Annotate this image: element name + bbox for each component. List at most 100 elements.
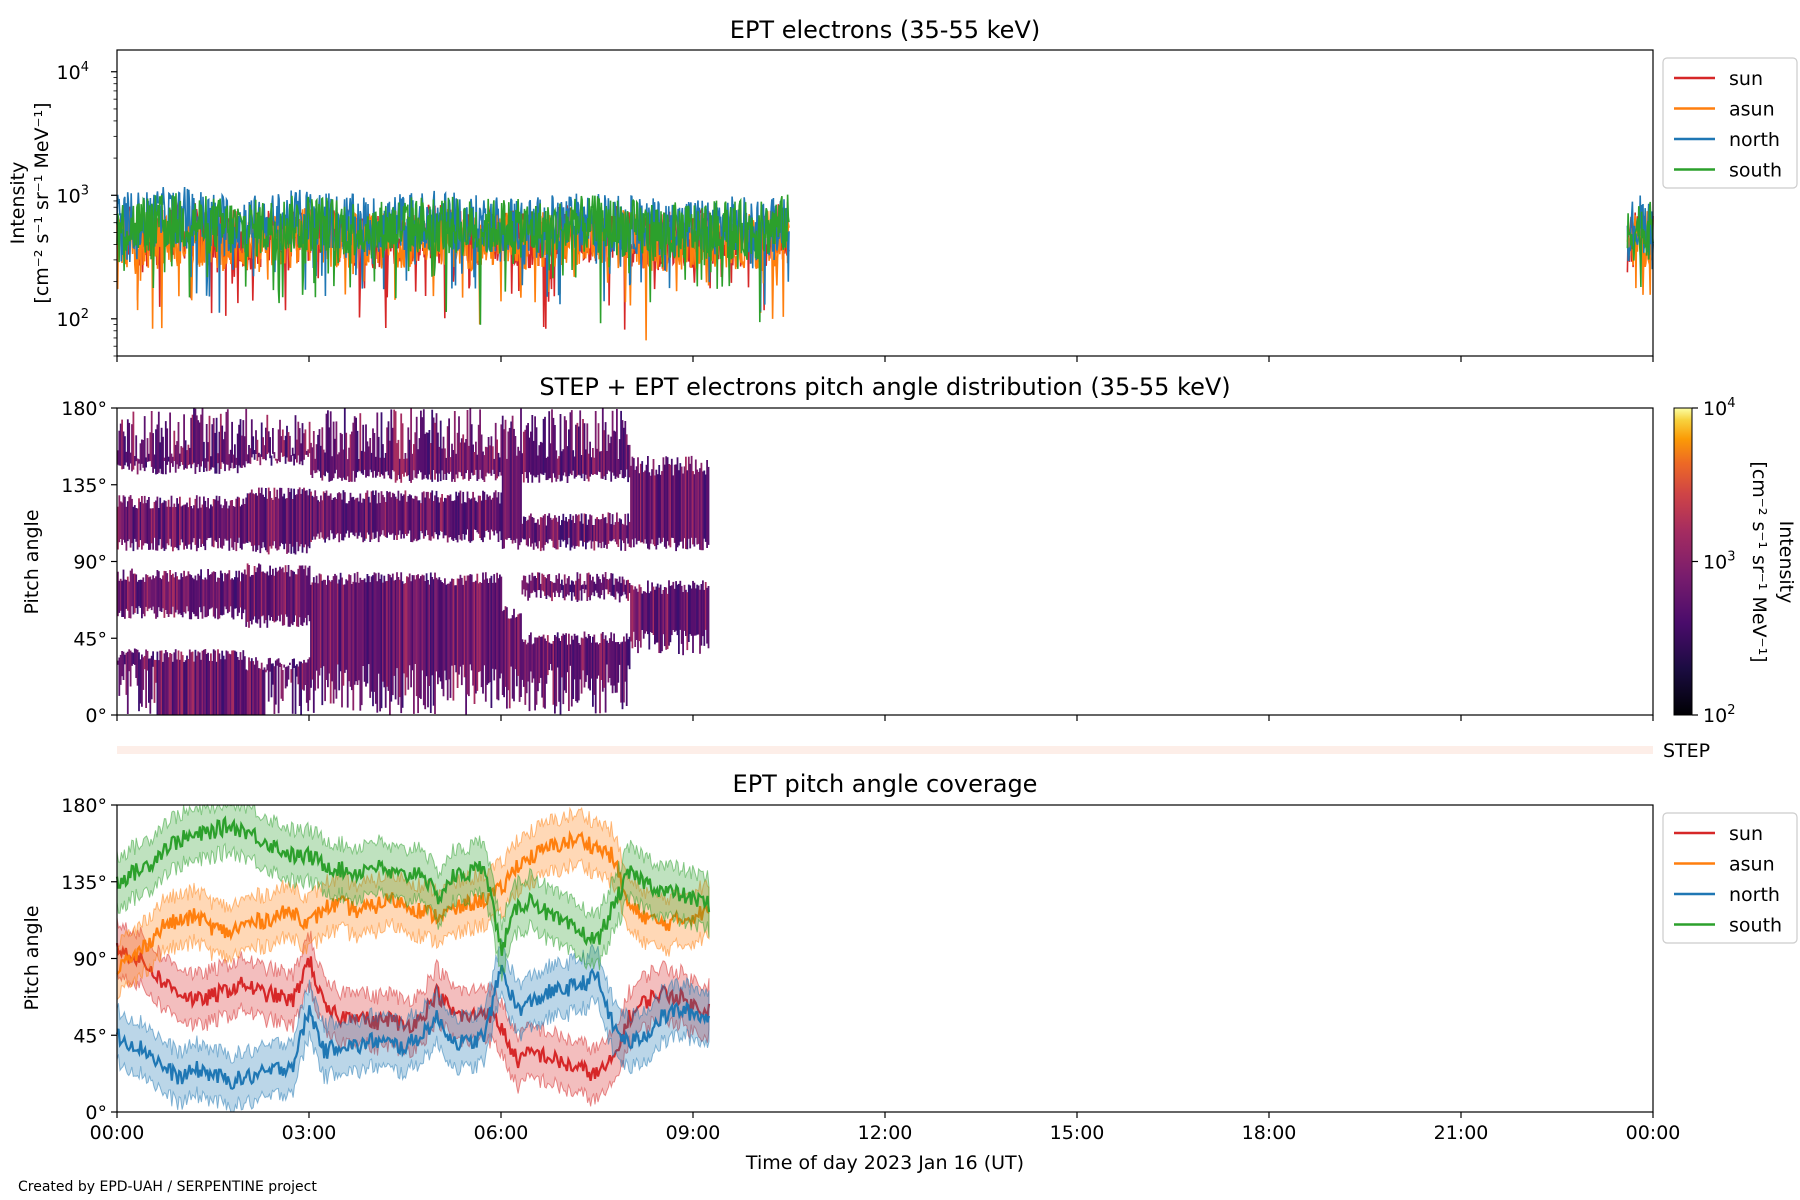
heatmap-cell — [279, 419, 281, 463]
heatmap-cell — [129, 495, 132, 548]
heatmap-cell — [211, 506, 214, 547]
heatmap-cell — [197, 508, 200, 548]
heatmap-cell — [665, 587, 668, 650]
heatmap-cell — [689, 463, 692, 549]
heatmap-cell — [135, 649, 138, 678]
heatmap-cell — [252, 436, 255, 455]
heatmap-cell — [248, 445, 250, 464]
heatmap-cell — [603, 517, 606, 548]
heatmap-cell — [601, 632, 604, 692]
heatmap-cell — [625, 633, 628, 706]
heatmap-cell — [207, 442, 209, 462]
heatmap-cell — [483, 455, 486, 482]
heatmap-cell — [250, 575, 253, 625]
heatmap-cell — [441, 494, 443, 532]
heatmap-cell — [594, 411, 597, 475]
heatmap-cell — [673, 588, 676, 632]
heatmap-cell — [133, 456, 136, 466]
panel2-heatmap — [117, 408, 710, 715]
heatmap-cell — [499, 574, 501, 679]
heatmap-cell — [637, 591, 639, 654]
heatmap-cell — [180, 573, 183, 615]
heatmap-cell — [570, 580, 573, 601]
heatmap-cell — [338, 579, 341, 691]
heatmap-cell — [296, 494, 298, 542]
heatmap-cell — [592, 448, 594, 475]
heatmap-cell — [628, 444, 631, 478]
heatmap-cell — [193, 408, 195, 463]
heatmap-cell — [208, 508, 211, 538]
heatmap-cell — [207, 652, 209, 715]
heatmap-cell — [641, 593, 644, 630]
heatmap-cell — [328, 495, 331, 541]
heatmap-cell — [606, 640, 608, 665]
heatmap-cell — [242, 650, 245, 715]
heatmap-cell — [118, 657, 121, 696]
heatmap-cell — [248, 493, 250, 542]
heatmap-cell — [198, 652, 201, 715]
heatmap-cell — [383, 575, 386, 688]
heatmap-cell — [572, 515, 575, 546]
heatmap-cell — [592, 525, 594, 542]
heatmap-cell — [387, 492, 390, 533]
heatmap-cell — [397, 577, 400, 705]
heatmap-cell — [124, 496, 126, 543]
heatmap-cell — [212, 571, 215, 617]
heatmap-cell — [552, 417, 555, 474]
heatmap-cell — [296, 574, 298, 627]
heatmap-cell — [506, 458, 508, 540]
heatmap-cell — [263, 667, 266, 715]
heatmap-cell — [649, 591, 652, 632]
heatmap-cell — [566, 446, 569, 483]
heatmap-cell — [317, 583, 319, 689]
heatmap-cell — [679, 580, 682, 630]
heatmap-cell — [297, 489, 300, 552]
heatmap-cell — [473, 581, 476, 704]
heatmap-cell — [169, 506, 171, 539]
heatmap-cell — [310, 584, 312, 688]
heatmap-cell — [197, 420, 200, 465]
heatmap-cell — [281, 670, 284, 701]
heatmap-cell — [493, 492, 496, 536]
heatmap-cell — [279, 662, 281, 667]
heatmap-cell — [524, 575, 527, 597]
heatmap-cell — [204, 577, 207, 618]
heatmap-cell — [603, 639, 606, 688]
heatmap-cell — [649, 475, 652, 544]
heatmap-cell — [554, 515, 556, 549]
heatmap-cell — [200, 414, 202, 467]
heatmap-cell — [291, 659, 294, 714]
heatmap-cell — [678, 583, 680, 654]
heatmap-cell — [620, 583, 622, 597]
heatmap-cell — [228, 570, 231, 612]
heatmap-cell — [366, 490, 369, 533]
heatmap-cell — [556, 521, 559, 550]
panel1-ylabel: Intensity — [7, 162, 29, 245]
heatmap-cell — [210, 456, 212, 470]
panel1-series — [116, 186, 1654, 341]
heatmap-cell — [365, 582, 367, 687]
heatmap-cell — [625, 434, 628, 470]
heatmap-cell — [577, 578, 580, 601]
heatmap-cell — [689, 585, 692, 635]
heatmap-cell — [503, 429, 505, 549]
heatmap-cell — [424, 581, 427, 710]
heatmap-cell — [479, 582, 481, 672]
x-tick-label: 00:00 — [1626, 1122, 1681, 1144]
panel3-x-ticks: 00:00 03:00 06:00 09:00 12:00 15:00 18:00 21:00… — [90, 1112, 1681, 1144]
heatmap-cell — [575, 514, 577, 547]
heatmap-cell — [143, 655, 146, 670]
heatmap-cell — [451, 500, 453, 540]
heatmap-cell — [351, 497, 353, 533]
heatmap-cell — [383, 457, 386, 479]
heatmap-cell — [177, 422, 180, 469]
heatmap-cell — [463, 575, 466, 678]
heatmap-cell — [191, 508, 194, 543]
heatmap-cell — [579, 410, 582, 476]
colorbar-unit: [cm⁻² s⁻¹ sr⁻¹ MeV⁻¹] — [1748, 461, 1770, 662]
heatmap-cell — [487, 583, 490, 684]
heatmap-cell — [694, 588, 697, 636]
heatmap-cell — [179, 453, 181, 467]
heatmap-cell — [486, 578, 489, 685]
heatmap-cell — [570, 635, 573, 707]
